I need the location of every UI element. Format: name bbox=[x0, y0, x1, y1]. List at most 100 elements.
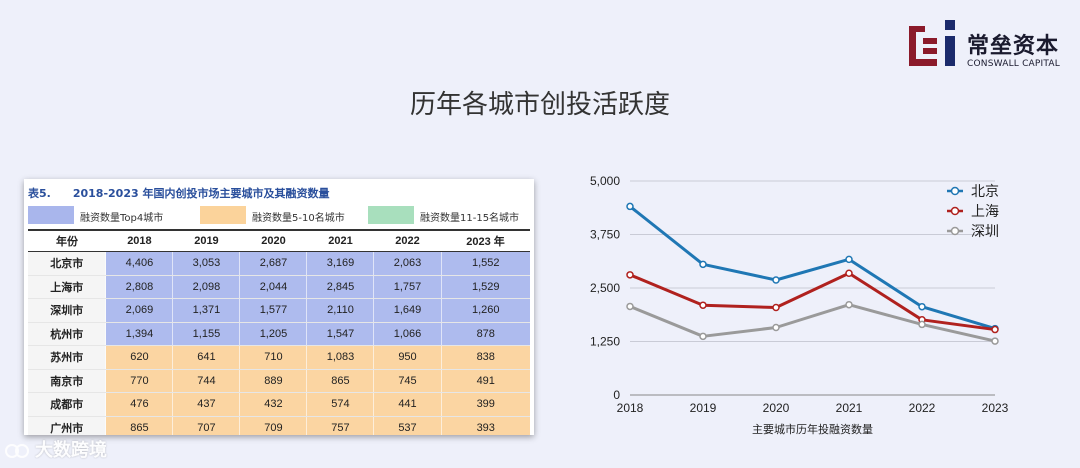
value-cell: 770 bbox=[105, 369, 173, 393]
data-point bbox=[991, 337, 999, 345]
city-cell: 苏州市 bbox=[28, 345, 106, 370]
legend-marker-1 bbox=[950, 206, 960, 216]
data-point bbox=[918, 320, 926, 329]
legend-label-0: 北京 bbox=[971, 184, 999, 200]
table-row: 苏州市 620 641 710 1,083 950 838 bbox=[28, 345, 530, 370]
value-cell: 2,808 bbox=[105, 275, 173, 299]
legend-label-11-15: 融资数量11-15名城市 bbox=[420, 213, 520, 224]
column-header: 2023 年 bbox=[441, 229, 530, 252]
brand-name: 常垒资本 bbox=[967, 34, 1060, 59]
legend-swatch-5-10 bbox=[200, 206, 246, 224]
table-caption: 表5. 2018-2023 年国内创投市场主要城市及其融资数量 bbox=[28, 185, 329, 201]
column-header: 2022 bbox=[373, 229, 441, 252]
legend-label-top4: 融资数量Top4城市 bbox=[80, 213, 164, 224]
legend-marker-0 bbox=[950, 186, 960, 196]
city-cell: 上海市 bbox=[28, 275, 106, 299]
value-cell: 1,083 bbox=[306, 345, 374, 370]
value-cell: 1,577 bbox=[239, 298, 307, 323]
table-row: 南京市 770 744 889 865 745 491 bbox=[28, 369, 530, 393]
data-point bbox=[626, 302, 634, 311]
brand-logo-mark bbox=[909, 20, 955, 66]
value-cell: 865 bbox=[306, 369, 374, 393]
x-tick-label: 2023 bbox=[982, 401, 1009, 415]
legend-swatch-top4 bbox=[28, 206, 74, 224]
city-cell: 深圳市 bbox=[28, 298, 106, 323]
table-row: 上海市 2,808 2,098 2,044 2,845 1,757 1,529 bbox=[28, 275, 530, 299]
column-header: 2021 bbox=[306, 229, 374, 252]
value-cell: 491 bbox=[440, 369, 530, 393]
data-point bbox=[918, 302, 926, 311]
x-tick-label: 2022 bbox=[909, 401, 936, 415]
value-cell: 744 bbox=[172, 369, 240, 393]
legend-label-1: 上海 bbox=[971, 204, 999, 220]
value-cell: 878 bbox=[440, 322, 530, 346]
value-cell: 620 bbox=[105, 345, 173, 370]
table-title: 2018-2023 年国内创投市场主要城市及其融资数量 bbox=[72, 187, 330, 200]
x-tick-label: 2021 bbox=[836, 401, 863, 415]
x-tick-label: 2019 bbox=[690, 401, 717, 415]
value-cell: 437 bbox=[172, 392, 240, 417]
value-cell: 1,649 bbox=[373, 298, 441, 323]
y-tick-label: 3,750 bbox=[590, 228, 620, 242]
data-point bbox=[845, 300, 853, 309]
value-cell: 889 bbox=[239, 369, 307, 393]
data-point bbox=[699, 332, 707, 341]
legend-label-5-10: 融资数量5-10名城市 bbox=[252, 213, 345, 224]
value-cell: 537 bbox=[373, 416, 441, 435]
value-cell: 1,529 bbox=[440, 275, 530, 299]
table-row: 北京市 4,406 3,053 2,687 3,169 2,063 1,552 bbox=[28, 251, 530, 276]
value-cell: 641 bbox=[172, 345, 240, 370]
watermark: 大数跨境 bbox=[5, 436, 107, 462]
table-row: 杭州市 1,394 1,155 1,205 1,547 1,066 878 bbox=[28, 322, 530, 346]
y-tick-label: 0 bbox=[613, 388, 620, 402]
city-cell: 广州市 bbox=[28, 416, 106, 435]
data-point bbox=[772, 276, 780, 284]
value-cell: 1,552 bbox=[440, 251, 530, 276]
y-tick-label: 1,250 bbox=[590, 335, 620, 349]
y-tick-label: 5,000 bbox=[590, 174, 620, 188]
legend-label-2: 深圳 bbox=[971, 224, 999, 240]
column-header: 2019 bbox=[172, 229, 240, 252]
value-cell: 2,110 bbox=[306, 298, 374, 323]
value-cell: 476 bbox=[105, 392, 173, 417]
value-cell: 3,169 bbox=[306, 251, 374, 276]
value-cell: 393 bbox=[440, 416, 530, 435]
line-chart: 0 1,250 2,500 3,750 5,000 2018 2019 2020 2021 202… bbox=[575, 165, 1045, 440]
series-line-1 bbox=[629, 271, 996, 332]
value-cell: 574 bbox=[306, 392, 374, 417]
value-cell: 865 bbox=[105, 416, 173, 435]
table-row: 成都市 476 437 432 574 441 399 bbox=[28, 392, 530, 417]
value-cell: 2,069 bbox=[105, 298, 173, 323]
table-header-row: 年份 2018 2019 2020 2021 2022 2023 年 bbox=[28, 229, 530, 252]
table-row: 广州市 865 707 709 757 537 393 bbox=[28, 416, 530, 435]
x-axis-label: 主要城市历年投融资数量 bbox=[752, 422, 873, 436]
value-cell: 1,757 bbox=[373, 275, 441, 299]
value-cell: 1,205 bbox=[239, 322, 307, 346]
data-point bbox=[845, 255, 853, 264]
value-cell: 838 bbox=[440, 345, 530, 370]
financing-table: 年份 2018 2019 2020 2021 2022 2023 年 北京市 4,… bbox=[28, 229, 530, 435]
watermark-text: 大数跨境 bbox=[35, 440, 107, 461]
data-point bbox=[626, 271, 634, 279]
series-line-2 bbox=[629, 303, 996, 343]
value-cell: 707 bbox=[172, 416, 240, 435]
value-cell: 757 bbox=[306, 416, 374, 435]
value-cell: 2,098 bbox=[172, 275, 240, 299]
value-cell: 399 bbox=[440, 392, 530, 417]
value-cell: 745 bbox=[373, 369, 441, 393]
value-cell: 4,406 bbox=[105, 251, 173, 276]
column-header: 年份 bbox=[28, 229, 106, 252]
value-cell: 1,155 bbox=[172, 322, 240, 346]
value-cell: 1,371 bbox=[172, 298, 240, 323]
column-header: 2018 bbox=[105, 229, 173, 252]
data-point bbox=[699, 301, 707, 309]
value-cell: 432 bbox=[239, 392, 307, 417]
data-point bbox=[772, 323, 780, 332]
city-financing-table-panel: 表5. 2018-2023 年国内创投市场主要城市及其融资数量 融资数量Top4城… bbox=[24, 179, 534, 435]
column-header: 2020 bbox=[239, 229, 307, 252]
series-line-0 bbox=[629, 205, 996, 331]
city-cell: 北京市 bbox=[28, 251, 106, 276]
value-cell: 1,260 bbox=[440, 298, 530, 323]
city-cell: 成都市 bbox=[28, 392, 106, 417]
x-tick-label: 2018 bbox=[617, 401, 644, 415]
